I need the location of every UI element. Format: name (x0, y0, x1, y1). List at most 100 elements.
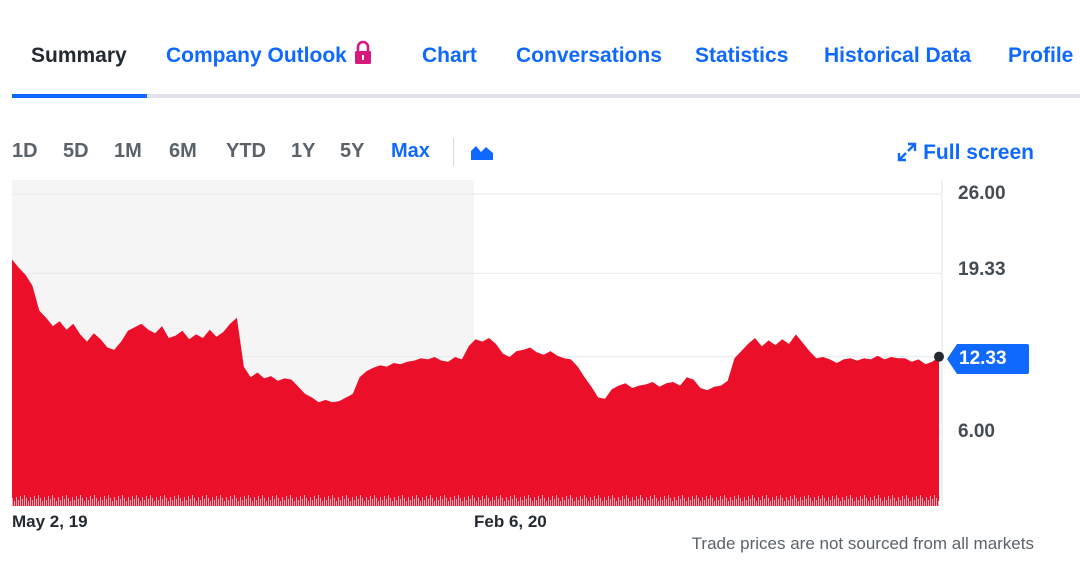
volume-bar (614, 498, 615, 506)
volume-bar (868, 501, 869, 506)
volume-bar (458, 495, 459, 506)
volume-bar (530, 498, 531, 506)
x-tick-label: Feb 6, 20 (474, 512, 547, 531)
volume-bar (306, 498, 307, 506)
volume-bar (654, 495, 655, 506)
volume-bar (594, 496, 595, 506)
volume-bar (38, 495, 39, 506)
volume-bar (540, 499, 541, 506)
volume-bar (80, 495, 81, 506)
range-6m-button[interactable]: 6M (169, 140, 197, 162)
tab-conversations[interactable]: Conversations (516, 44, 662, 67)
volume-bar (484, 499, 485, 506)
volume-bar (32, 500, 33, 506)
range-1d-button[interactable]: 1D (12, 140, 38, 162)
volume-bar (228, 500, 229, 506)
volume-bar (756, 501, 757, 506)
volume-bar (730, 497, 731, 506)
range-5y-button[interactable]: 5Y (340, 140, 365, 162)
volume-bar (624, 499, 625, 506)
volume-bar (96, 498, 97, 506)
volume-bar (550, 500, 551, 506)
volume-bar (114, 497, 115, 506)
volume-bar (424, 500, 425, 506)
volume-bar (546, 501, 547, 506)
volume-bar (434, 501, 435, 506)
volume-bar (158, 500, 159, 506)
volume-bar (372, 499, 373, 506)
tab-statistics[interactable]: Statistics (695, 44, 789, 67)
volume-bar (48, 496, 49, 506)
range-ytd-button[interactable]: YTD (226, 140, 266, 162)
volume-bar (130, 500, 131, 506)
volume-bar (714, 501, 715, 506)
tab-profile[interactable]: Profile (1008, 44, 1074, 67)
volume-bar (256, 500, 257, 506)
volume-bar (636, 496, 637, 506)
price-chart[interactable] (0, 180, 1080, 510)
range-max-button[interactable]: Max (391, 140, 430, 162)
volume-bar (436, 497, 437, 506)
volume-bar (174, 496, 175, 506)
range-1y-button[interactable]: 1Y (291, 140, 316, 162)
volume-bar (454, 496, 455, 506)
volume-bar (462, 501, 463, 506)
tab-historical-data[interactable]: Historical Data (824, 44, 972, 67)
volume-bar (172, 500, 173, 506)
volume-bar (202, 496, 203, 506)
volume-bar (236, 498, 237, 506)
volume-bar (790, 496, 791, 506)
volume-bar (246, 499, 247, 506)
volume-bar (544, 498, 545, 506)
volume-bar (468, 496, 469, 506)
tab-company-outlook[interactable]: Company Outlook (166, 40, 373, 70)
volume-bar (168, 501, 169, 506)
volume-bar (860, 496, 861, 506)
volume-bar (834, 499, 835, 506)
volume-bar (108, 495, 109, 506)
range-1m-button[interactable]: 1M (114, 140, 142, 162)
volume-bar (588, 501, 589, 506)
volume-bar (478, 497, 479, 506)
volume-bar (542, 495, 543, 506)
volume-bar (522, 500, 523, 506)
tab-summary[interactable]: Summary (31, 44, 127, 67)
volume-bar (656, 498, 657, 506)
volume-bar (410, 500, 411, 506)
volume-bar (934, 495, 935, 506)
volume-bar (908, 498, 909, 506)
volume-bar (286, 496, 287, 506)
fullscreen-button[interactable]: Full screen (897, 141, 1034, 165)
volume-bar (602, 501, 603, 506)
volume-bar (440, 496, 441, 506)
volume-bar (64, 499, 65, 506)
volume-bar (362, 498, 363, 506)
volume-bar (304, 495, 305, 506)
volume-bar (838, 498, 839, 506)
volume-bar (232, 499, 233, 506)
lock-icon (353, 40, 373, 66)
volume-bar (268, 497, 269, 506)
volume-bar (792, 499, 793, 506)
area-chart-icon[interactable] (470, 143, 494, 166)
range-5d-button[interactable]: 5D (63, 140, 89, 162)
volume-bar (818, 496, 819, 506)
volume-bar (584, 495, 585, 506)
volume-bar (44, 497, 45, 506)
volume-bar (690, 500, 691, 506)
volume-bar (640, 495, 641, 506)
volume-bar (752, 495, 753, 506)
tab-chart[interactable]: Chart (422, 44, 477, 67)
volume-bar (104, 496, 105, 506)
volume-bar (414, 499, 415, 506)
volume-bar (78, 499, 79, 506)
volume-bar (282, 497, 283, 506)
volume-bar (480, 500, 481, 506)
volume-bar (726, 498, 727, 506)
volume-bar (896, 501, 897, 506)
volume-bar (52, 495, 53, 506)
volume-bar (192, 495, 193, 506)
volume-bar (742, 501, 743, 506)
volume-bar (526, 499, 527, 506)
volume-bar (482, 496, 483, 506)
